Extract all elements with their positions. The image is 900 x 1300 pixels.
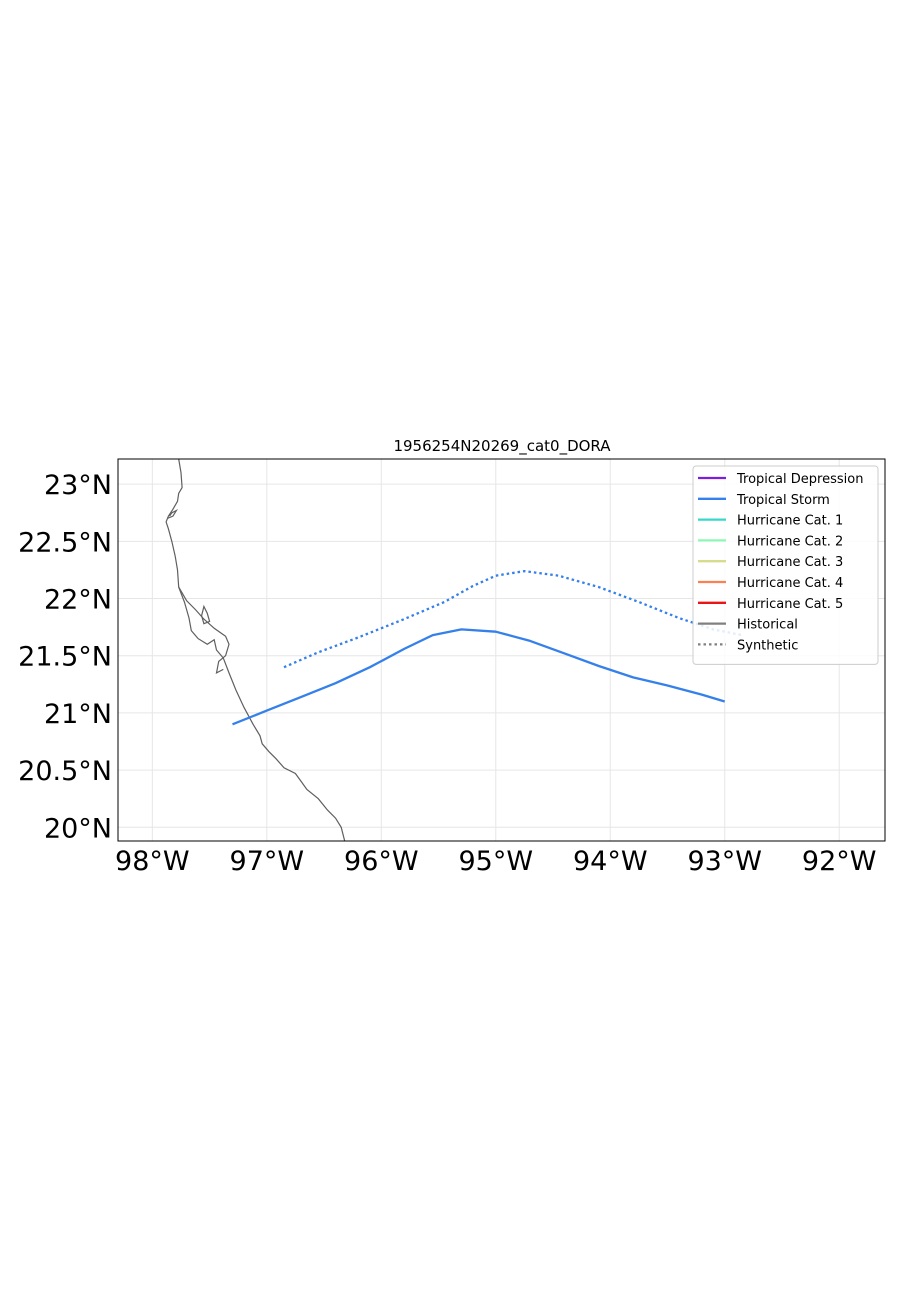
legend-label: Hurricane Cat. 3 xyxy=(737,555,843,570)
coastline-segment-2 xyxy=(201,604,211,625)
coastline-segment-1 xyxy=(178,586,230,674)
x-tick-label: 96°W xyxy=(344,846,419,877)
y-tick-label: 22°N xyxy=(44,585,112,616)
y-axis-ticks: 20°N 20.5°N 21°N 21.5°N 22°N 22.5°N 23°N xyxy=(18,470,112,844)
legend-box xyxy=(692,465,879,665)
x-tick-label: 95°W xyxy=(458,846,533,877)
map-title: 1956254N20269_cat0_DORA xyxy=(393,437,611,456)
legend-label: Historical xyxy=(737,618,798,633)
y-tick-label: 23°N xyxy=(44,470,112,501)
legend: Tropical Depression Tropical Storm Hurrica… xyxy=(692,465,879,665)
legend-label: Hurricane Cat. 1 xyxy=(737,514,843,529)
legend-label: Synthetic xyxy=(737,638,798,653)
synthetic-track xyxy=(283,569,743,669)
legend-label: Hurricane Cat. 5 xyxy=(737,597,843,612)
legend-label: Tropical Storm xyxy=(736,493,830,508)
storm-tracks xyxy=(232,569,743,726)
x-tick-label: 98°W xyxy=(115,846,190,877)
y-tick-label: 21.5°N xyxy=(18,642,112,673)
y-tick-label: 20°N xyxy=(44,813,112,844)
coastline xyxy=(165,459,346,841)
y-tick-label: 20.5°N xyxy=(18,756,112,787)
x-axis-ticks: 98°W 97°W 96°W 95°W 94°W 93°W 92°W xyxy=(115,846,876,877)
coastline-segment-0 xyxy=(165,459,346,841)
x-tick-label: 93°W xyxy=(687,846,762,877)
y-tick-label: 21°N xyxy=(44,699,112,730)
historical-track xyxy=(232,628,726,726)
plot-frame xyxy=(117,458,886,842)
x-tick-label: 94°W xyxy=(573,846,648,877)
coastline-segment-3 xyxy=(166,509,179,520)
legend-label: Hurricane Cat. 2 xyxy=(737,534,843,549)
x-tick-label: 97°W xyxy=(230,846,305,877)
legend-label: Tropical Depression xyxy=(736,472,863,487)
legend-label: Hurricane Cat. 4 xyxy=(737,576,843,591)
x-tick-label: 92°W xyxy=(802,846,877,877)
y-tick-label: 22.5°N xyxy=(18,527,112,558)
